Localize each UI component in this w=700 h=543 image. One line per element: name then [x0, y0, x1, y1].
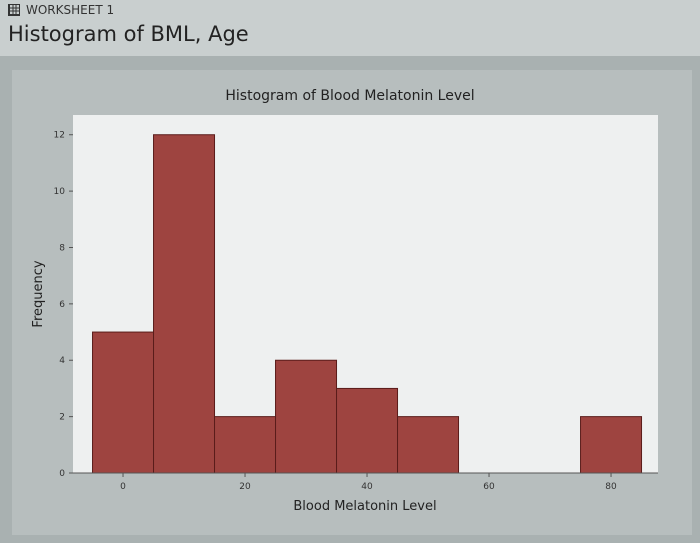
- x-tick-label: 60: [483, 482, 495, 492]
- x-tick-label: 0: [120, 482, 126, 492]
- y-tick-label: 0: [59, 469, 65, 479]
- x-axis-label: Blood Melatonin Level: [293, 499, 436, 514]
- y-tick-label: 4: [59, 356, 65, 366]
- page-title: Histogram of BML, Age: [8, 22, 249, 46]
- y-tick-label: 2: [59, 413, 65, 423]
- y-tick-label: 6: [59, 300, 65, 310]
- histogram-bar: [275, 359, 338, 474]
- y-axis-label: Frequency: [31, 260, 46, 327]
- worksheet-header: WORKSHEET 1 Histogram of BML, Age: [0, 0, 700, 56]
- x-tick-label: 80: [605, 482, 617, 492]
- grid-icon: [8, 4, 20, 16]
- x-tick-label: 20: [239, 482, 251, 492]
- x-tick-label: 40: [361, 482, 373, 492]
- worksheet-tab[interactable]: WORKSHEET 1: [8, 3, 114, 17]
- histogram-bar: [580, 416, 643, 474]
- chart-title: Histogram of Blood Melatonin Level: [225, 88, 474, 104]
- y-tick-label: 12: [54, 131, 65, 141]
- histogram-bar: [214, 416, 277, 474]
- worksheet-label: WORKSHEET 1: [26, 3, 115, 17]
- histogram-bar: [397, 416, 460, 474]
- histogram-bar: [92, 331, 155, 474]
- y-tick-label: 10: [54, 187, 66, 197]
- histogram-bar: [336, 387, 399, 474]
- y-tick-label: 8: [59, 243, 65, 253]
- histogram-bar: [153, 134, 216, 474]
